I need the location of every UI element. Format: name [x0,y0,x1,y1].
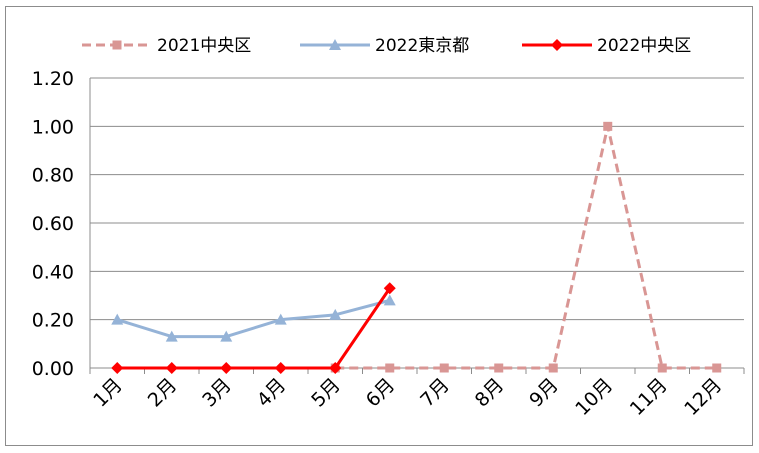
data-point [274,313,287,325]
data-point [494,363,504,373]
legend-label: 2021中央区 [157,36,251,56]
y-tick-label: 0.60 [32,213,74,235]
y-tick-label: 0.40 [32,261,74,283]
x-tick-label: 2月 [144,374,182,412]
data-point [111,362,124,374]
data-point [712,363,722,373]
legend-marker [329,39,341,50]
y-tick-label: 1.00 [32,116,74,138]
data-point [603,121,613,131]
data-point [165,330,178,342]
x-tick-label: 9月 [525,374,563,412]
x-tick-label: 4月 [253,374,291,412]
x-tick-label: 1月 [89,374,127,412]
series-line [117,287,391,370]
chart-frame [5,6,753,446]
data-point [329,308,342,320]
legend-marker [112,40,122,50]
y-tick-label: 0.80 [32,165,74,187]
data-point [111,313,124,325]
data-point [274,362,287,374]
x-tick-label: 11月 [626,374,672,420]
data-point [383,282,396,295]
data-point [439,363,449,373]
data-point [220,362,233,374]
x-tick-label: 3月 [198,374,236,412]
x-tick-label: 12月 [680,374,726,420]
data-point [548,363,558,373]
legend-label: 2022中央区 [597,36,691,56]
y-tick-label: 0.00 [32,358,74,380]
y-tick-label: 0.20 [32,310,74,332]
data-point [657,363,667,373]
data-point [329,362,342,374]
y-tick-label: 1.20 [32,68,74,90]
data-point [165,362,178,374]
legend-label: 2022東京都 [375,36,469,56]
series-line [116,298,391,339]
x-tick-label: 10月 [571,374,617,420]
data-point [383,294,396,306]
x-tick-label: 8月 [471,374,509,412]
legend-marker [551,39,563,51]
x-tick-label: 7月 [416,374,454,412]
data-point [385,363,395,373]
x-tick-label: 5月 [307,374,345,412]
data-point [220,330,233,342]
x-tick-label: 6月 [362,374,400,412]
series-line [335,124,717,370]
